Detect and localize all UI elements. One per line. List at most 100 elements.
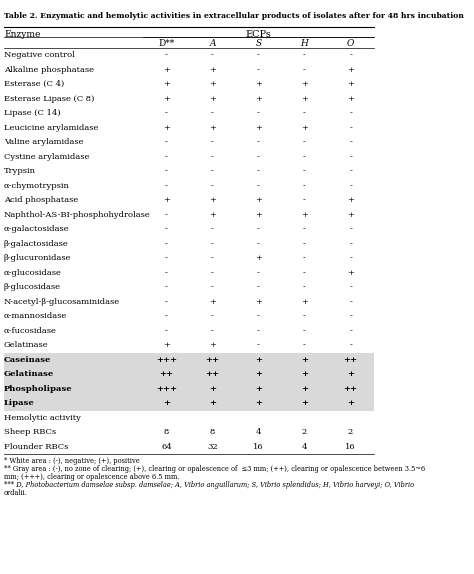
Text: +: + bbox=[255, 400, 262, 407]
Text: +: + bbox=[301, 370, 308, 378]
Text: +: + bbox=[255, 124, 262, 132]
Text: +: + bbox=[209, 342, 216, 349]
Text: α-chymotrypsin: α-chymotrypsin bbox=[4, 182, 70, 190]
Text: -: - bbox=[257, 109, 260, 117]
Text: +: + bbox=[163, 196, 170, 204]
Text: -: - bbox=[349, 240, 352, 248]
Text: Table 2. Enzymatic and hemolytic activities in extracellular products of isolate: Table 2. Enzymatic and hemolytic activit… bbox=[4, 12, 464, 20]
Text: ++: ++ bbox=[344, 385, 357, 393]
Text: +: + bbox=[209, 124, 216, 132]
Text: Gelatinase: Gelatinase bbox=[4, 370, 54, 378]
Text: -: - bbox=[211, 153, 214, 161]
Text: +: + bbox=[209, 196, 216, 204]
Text: +: + bbox=[209, 211, 216, 219]
Text: +: + bbox=[163, 124, 170, 132]
Text: -: - bbox=[349, 167, 352, 175]
Text: -: - bbox=[303, 327, 306, 335]
Text: -: - bbox=[165, 211, 168, 219]
Text: -: - bbox=[165, 254, 168, 262]
Text: -: - bbox=[257, 167, 260, 175]
Text: -: - bbox=[257, 182, 260, 190]
Text: α-fucosidase: α-fucosidase bbox=[4, 327, 57, 335]
Text: N-acetyl-β-glucosaminidase: N-acetyl-β-glucosaminidase bbox=[4, 298, 120, 306]
Text: +: + bbox=[347, 196, 354, 204]
Text: +: + bbox=[163, 80, 170, 88]
Text: +: + bbox=[347, 370, 354, 378]
Text: -: - bbox=[211, 283, 214, 291]
Text: 4: 4 bbox=[256, 428, 261, 436]
Text: -: - bbox=[349, 138, 352, 146]
Text: -: - bbox=[303, 342, 306, 349]
Text: -: - bbox=[165, 269, 168, 277]
Text: -: - bbox=[303, 167, 306, 175]
Text: +: + bbox=[301, 298, 308, 306]
Text: D**: D** bbox=[158, 39, 174, 48]
FancyBboxPatch shape bbox=[4, 367, 374, 382]
Text: +: + bbox=[163, 95, 170, 103]
Text: -: - bbox=[211, 138, 214, 146]
Text: -: - bbox=[303, 138, 306, 146]
Text: -: - bbox=[211, 240, 214, 248]
Text: Trypsin: Trypsin bbox=[4, 167, 36, 175]
Text: -: - bbox=[257, 283, 260, 291]
Text: -: - bbox=[349, 109, 352, 117]
Text: Naphthol-AS-BI-phosphohydrolase: Naphthol-AS-BI-phosphohydrolase bbox=[4, 211, 151, 219]
Text: -: - bbox=[211, 327, 214, 335]
Text: -: - bbox=[257, 312, 260, 320]
Text: -: - bbox=[165, 312, 168, 320]
Text: +: + bbox=[255, 356, 262, 364]
Text: ++: ++ bbox=[159, 370, 173, 378]
Text: ++: ++ bbox=[205, 370, 219, 378]
Text: O: O bbox=[347, 39, 354, 48]
Text: Valine arylamidase: Valine arylamidase bbox=[4, 138, 83, 146]
Text: Acid phosphatase: Acid phosphatase bbox=[4, 196, 78, 204]
Text: Esterase Lipase (C 8): Esterase Lipase (C 8) bbox=[4, 95, 94, 103]
Text: -: - bbox=[303, 240, 306, 248]
Text: H: H bbox=[301, 39, 309, 48]
Text: +: + bbox=[255, 370, 262, 378]
Text: +: + bbox=[301, 211, 308, 219]
Text: ** Gray area : (-), no zone of clearing; (+), clearing or opalescence of  ≤3 mm;: ** Gray area : (-), no zone of clearing;… bbox=[4, 465, 425, 473]
Text: Flounder RBCs: Flounder RBCs bbox=[4, 443, 68, 451]
Text: -: - bbox=[303, 196, 306, 204]
Text: ++: ++ bbox=[205, 356, 219, 364]
Text: -: - bbox=[303, 182, 306, 190]
Text: 8: 8 bbox=[164, 428, 169, 436]
Text: +++: +++ bbox=[156, 385, 177, 393]
Text: -: - bbox=[165, 240, 168, 248]
Text: -: - bbox=[349, 153, 352, 161]
Text: -: - bbox=[165, 167, 168, 175]
Text: Negative control: Negative control bbox=[4, 51, 75, 59]
Text: -: - bbox=[349, 124, 352, 132]
Text: -: - bbox=[349, 283, 352, 291]
Text: -: - bbox=[165, 182, 168, 190]
Text: α-glucosidase: α-glucosidase bbox=[4, 269, 62, 277]
Text: -: - bbox=[349, 254, 352, 262]
Text: -: - bbox=[211, 51, 214, 59]
Text: -: - bbox=[349, 327, 352, 335]
Text: Phospholipase: Phospholipase bbox=[4, 385, 73, 393]
Text: 32: 32 bbox=[207, 443, 218, 451]
Text: -: - bbox=[165, 138, 168, 146]
Text: +: + bbox=[209, 66, 216, 73]
Text: +: + bbox=[347, 400, 354, 407]
Text: +: + bbox=[209, 95, 216, 103]
Text: +: + bbox=[255, 385, 262, 393]
Text: Gelatinase: Gelatinase bbox=[4, 342, 49, 349]
Text: +: + bbox=[163, 342, 170, 349]
Text: Lipase (C 14): Lipase (C 14) bbox=[4, 109, 61, 117]
Text: +: + bbox=[347, 211, 354, 219]
Text: -: - bbox=[303, 51, 306, 59]
Text: ECPs: ECPs bbox=[246, 30, 272, 39]
FancyBboxPatch shape bbox=[4, 382, 374, 396]
Text: -: - bbox=[165, 225, 168, 233]
Text: 64: 64 bbox=[161, 443, 172, 451]
Text: -: - bbox=[257, 138, 260, 146]
Text: Enzyme: Enzyme bbox=[4, 30, 40, 39]
Text: +: + bbox=[209, 298, 216, 306]
Text: -: - bbox=[165, 153, 168, 161]
Text: -: - bbox=[257, 153, 260, 161]
Text: +: + bbox=[255, 95, 262, 103]
Text: -: - bbox=[349, 312, 352, 320]
Text: +: + bbox=[209, 385, 216, 393]
